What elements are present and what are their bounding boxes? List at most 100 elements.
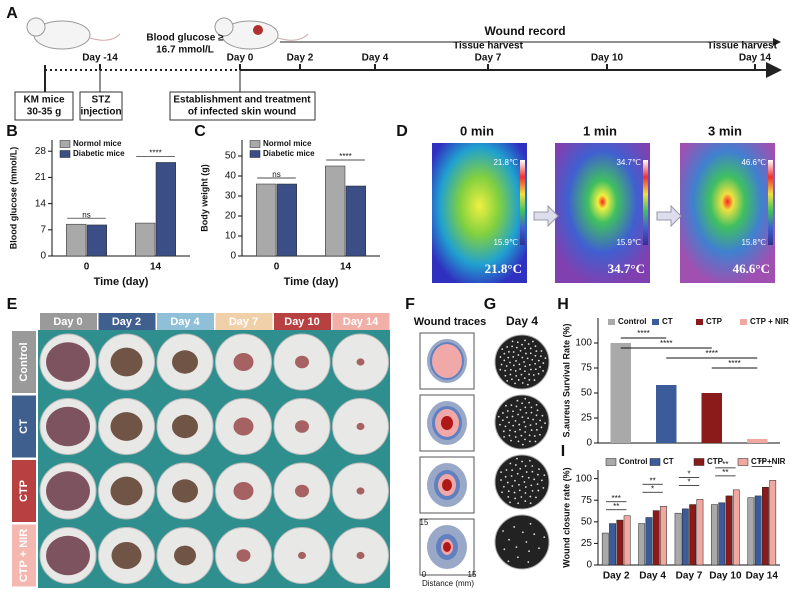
colony: [509, 501, 511, 504]
bar: [674, 512, 682, 566]
legend-label: CTP: [707, 457, 724, 466]
colony: [504, 369, 507, 372]
colony: [503, 359, 506, 362]
colony: [509, 462, 512, 465]
colony: [506, 346, 509, 348]
timeline-label: Day 0: [227, 53, 254, 64]
colony: [544, 422, 546, 425]
column-label: Day 0: [53, 316, 82, 328]
colony: [519, 428, 521, 431]
label: Tissue harvest: [707, 41, 778, 52]
colony: [532, 418, 535, 421]
legend-swatch: [693, 458, 705, 466]
colony: [533, 379, 536, 381]
legend-swatch: [696, 319, 703, 325]
colony: [542, 362, 545, 364]
colony: [516, 399, 519, 402]
bar: [155, 162, 176, 257]
bar: [762, 487, 769, 566]
colony: [504, 475, 507, 478]
column-header: [274, 313, 331, 330]
colony: [528, 379, 531, 381]
grid-bg: [38, 330, 390, 588]
colony: [517, 440, 520, 443]
colony: [527, 343, 530, 345]
bar: [769, 480, 777, 566]
arrow: [533, 204, 559, 228]
plate: [494, 334, 550, 390]
colony: [519, 409, 522, 411]
bar: [135, 222, 156, 257]
colony: [535, 404, 538, 406]
label: Tissue harvest: [453, 41, 524, 52]
colony: [509, 361, 511, 364]
colony: [536, 409, 539, 412]
colony: [524, 438, 526, 441]
y-tick-label: 14: [35, 198, 47, 209]
y-tick-label: 20: [225, 211, 237, 222]
colony: [527, 476, 530, 479]
y-tick-label: 28: [35, 146, 47, 157]
mouse-icon: [214, 17, 309, 50]
sig-label: ****: [728, 359, 740, 368]
row-header: [12, 395, 36, 458]
colony: [512, 356, 515, 358]
colony: [516, 341, 519, 344]
colony: [524, 397, 527, 400]
colony: [538, 547, 540, 550]
column-header: [157, 313, 214, 330]
colony: [532, 374, 535, 376]
colony: [530, 406, 533, 409]
sig-label: ****: [660, 339, 672, 348]
colony: [535, 496, 537, 499]
sig-label: ns: [272, 170, 280, 179]
wound: [236, 549, 251, 562]
label: 0 min: [460, 123, 494, 138]
legend-label: Normol mice: [73, 139, 122, 148]
bar: [325, 165, 346, 257]
legend-swatch: [249, 140, 261, 148]
bar: [681, 508, 689, 566]
row-header: [12, 460, 36, 522]
colony: [538, 468, 540, 471]
colony: [526, 383, 529, 386]
colony: [518, 483, 520, 486]
row-label: CT: [18, 419, 30, 434]
colony: [507, 495, 510, 498]
x-axis-label: Time (day): [94, 276, 149, 288]
wound: [46, 406, 90, 447]
y-tick-label: 25: [581, 413, 593, 424]
timeline-label: Day 7: [475, 53, 502, 64]
colony: [519, 368, 522, 370]
colony: [502, 430, 505, 433]
colony: [542, 486, 545, 489]
legend-label: Diabetic mice: [263, 149, 315, 158]
colony: [518, 423, 521, 426]
y-tick-label: 100: [575, 338, 592, 349]
colony: [525, 412, 528, 414]
bar: [86, 224, 107, 257]
colony: [524, 425, 527, 428]
colony: [514, 419, 517, 422]
colony: [525, 352, 527, 355]
thermal-scale: [520, 160, 525, 245]
timeline-label: Day 2: [287, 53, 314, 64]
legend-label: Diabetic mice: [73, 149, 125, 158]
colony: [517, 354, 520, 356]
wound: [110, 412, 143, 441]
colony: [527, 561, 530, 563]
panel-letter: C: [194, 123, 206, 140]
colony: [541, 414, 544, 417]
colony: [509, 429, 511, 432]
timeline-label: Day -14: [82, 53, 118, 64]
panel-letter: D: [396, 123, 408, 140]
colony: [518, 489, 521, 492]
legend-swatch: [59, 140, 71, 148]
plate: [494, 514, 550, 570]
thermal-images: [432, 143, 775, 283]
colony: [500, 479, 502, 481]
scale-label: 46.6℃: [741, 158, 766, 167]
colony: [537, 489, 540, 492]
sig-label: **: [613, 502, 619, 511]
colony: [524, 339, 526, 342]
